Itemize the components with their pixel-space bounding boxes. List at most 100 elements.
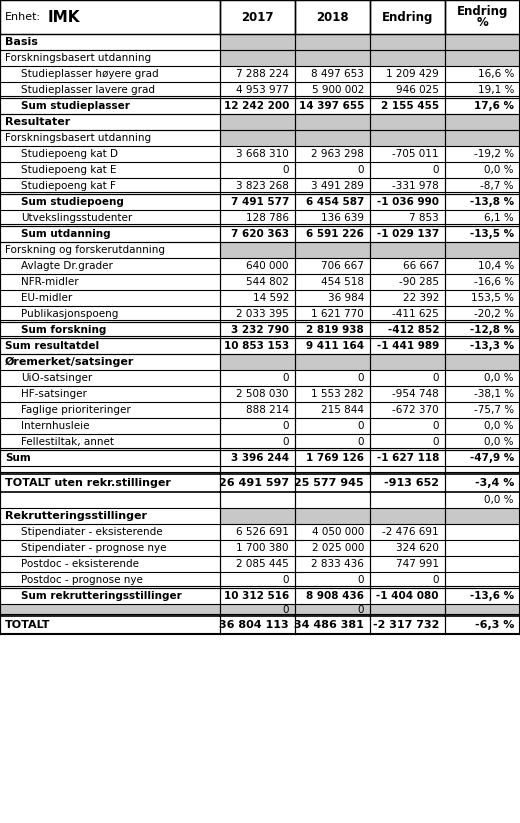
Bar [295,572,370,588]
Bar [295,290,370,306]
Text: 0,0 %: 0,0 % [485,421,514,431]
Bar [0,178,220,194]
Text: 14 397 655: 14 397 655 [298,101,364,111]
Bar [295,34,370,50]
Text: 2018: 2018 [316,11,349,24]
Bar [0,226,220,242]
Text: 36 984: 36 984 [328,293,364,303]
Text: Forskning og forskerutdanning: Forskning og forskerutdanning [5,245,165,255]
Text: -411 625: -411 625 [392,309,439,319]
Text: 0: 0 [282,421,289,431]
Bar [445,226,520,242]
Bar [0,604,220,616]
Text: 2 085 445: 2 085 445 [236,559,289,569]
Bar [445,508,520,524]
Bar [0,306,220,322]
Bar [445,82,520,98]
Text: 2 155 455: 2 155 455 [381,101,439,111]
Text: Utvekslingsstudenter: Utvekslingsstudenter [21,213,132,223]
Text: UiO-satsinger: UiO-satsinger [21,373,92,383]
Bar [0,290,220,306]
Bar [0,50,220,66]
Text: 454 518: 454 518 [321,277,364,287]
Bar [445,290,520,306]
Text: IMK: IMK [48,10,81,25]
Text: 0: 0 [433,373,439,383]
Bar [295,540,370,556]
Bar [220,50,295,66]
Text: 9 411 164: 9 411 164 [306,341,364,351]
Text: 2 025 000: 2 025 000 [311,543,364,553]
Bar [445,66,520,82]
Bar [370,66,445,82]
Text: 10 312 516: 10 312 516 [224,591,289,601]
Bar [220,178,295,194]
Text: 4 050 000: 4 050 000 [312,527,364,537]
Text: Endring: Endring [457,5,508,18]
Bar [370,306,445,322]
Text: 0,0 %: 0,0 % [485,495,514,505]
Text: Sum rekrutteringsstillinger: Sum rekrutteringsstillinger [21,591,182,601]
Bar [445,434,520,450]
Bar [445,242,520,258]
Text: -20,2 %: -20,2 % [474,309,514,319]
Bar [0,98,220,114]
Bar [370,338,445,354]
Bar [370,194,445,210]
Text: 0: 0 [358,575,364,585]
Text: 6 526 691: 6 526 691 [236,527,289,537]
Bar [295,474,370,492]
Bar [370,274,445,290]
Text: -19,2 %: -19,2 % [474,149,514,159]
Text: 2 833 436: 2 833 436 [311,559,364,569]
Bar [220,492,295,508]
Bar [0,146,220,162]
Bar [445,450,520,466]
Bar [445,338,520,354]
Text: Øremerket/satsinger: Øremerket/satsinger [5,357,134,367]
Text: -1 404 080: -1 404 080 [376,591,439,601]
Text: 128 786: 128 786 [246,213,289,223]
Text: 8 497 653: 8 497 653 [311,69,364,79]
Bar [295,338,370,354]
Bar [0,162,220,178]
Bar [370,114,445,130]
Bar [295,50,370,66]
Bar [295,130,370,146]
Bar [445,258,520,274]
Text: 0: 0 [433,437,439,447]
Text: 7 853: 7 853 [409,213,439,223]
Bar [445,146,520,162]
Text: 0,0 %: 0,0 % [485,373,514,383]
Bar [0,616,220,634]
Bar [0,556,220,572]
Bar [370,178,445,194]
Bar [220,540,295,556]
Bar [220,354,295,370]
Bar [370,290,445,306]
Bar [220,82,295,98]
Text: Faglige prioriteringer: Faglige prioriteringer [21,405,131,415]
Bar [220,98,295,114]
Bar [445,34,520,50]
Bar [445,474,520,492]
Bar [0,274,220,290]
Bar [0,34,220,50]
Text: -90 285: -90 285 [399,277,439,287]
Bar [370,556,445,572]
Text: 0: 0 [282,165,289,175]
Bar [0,0,220,34]
Text: -16,6 %: -16,6 % [474,277,514,287]
Bar [220,450,295,466]
Bar [220,162,295,178]
Bar [220,402,295,418]
Text: 34 486 381: 34 486 381 [294,620,364,630]
Bar [220,434,295,450]
Text: -3,4 %: -3,4 % [475,478,514,488]
Text: -38,1 %: -38,1 % [474,389,514,399]
Bar [445,604,520,616]
Text: Sum studiepoeng: Sum studiepoeng [21,197,124,207]
Bar [220,588,295,604]
Bar [295,434,370,450]
Text: 706 667: 706 667 [321,261,364,271]
